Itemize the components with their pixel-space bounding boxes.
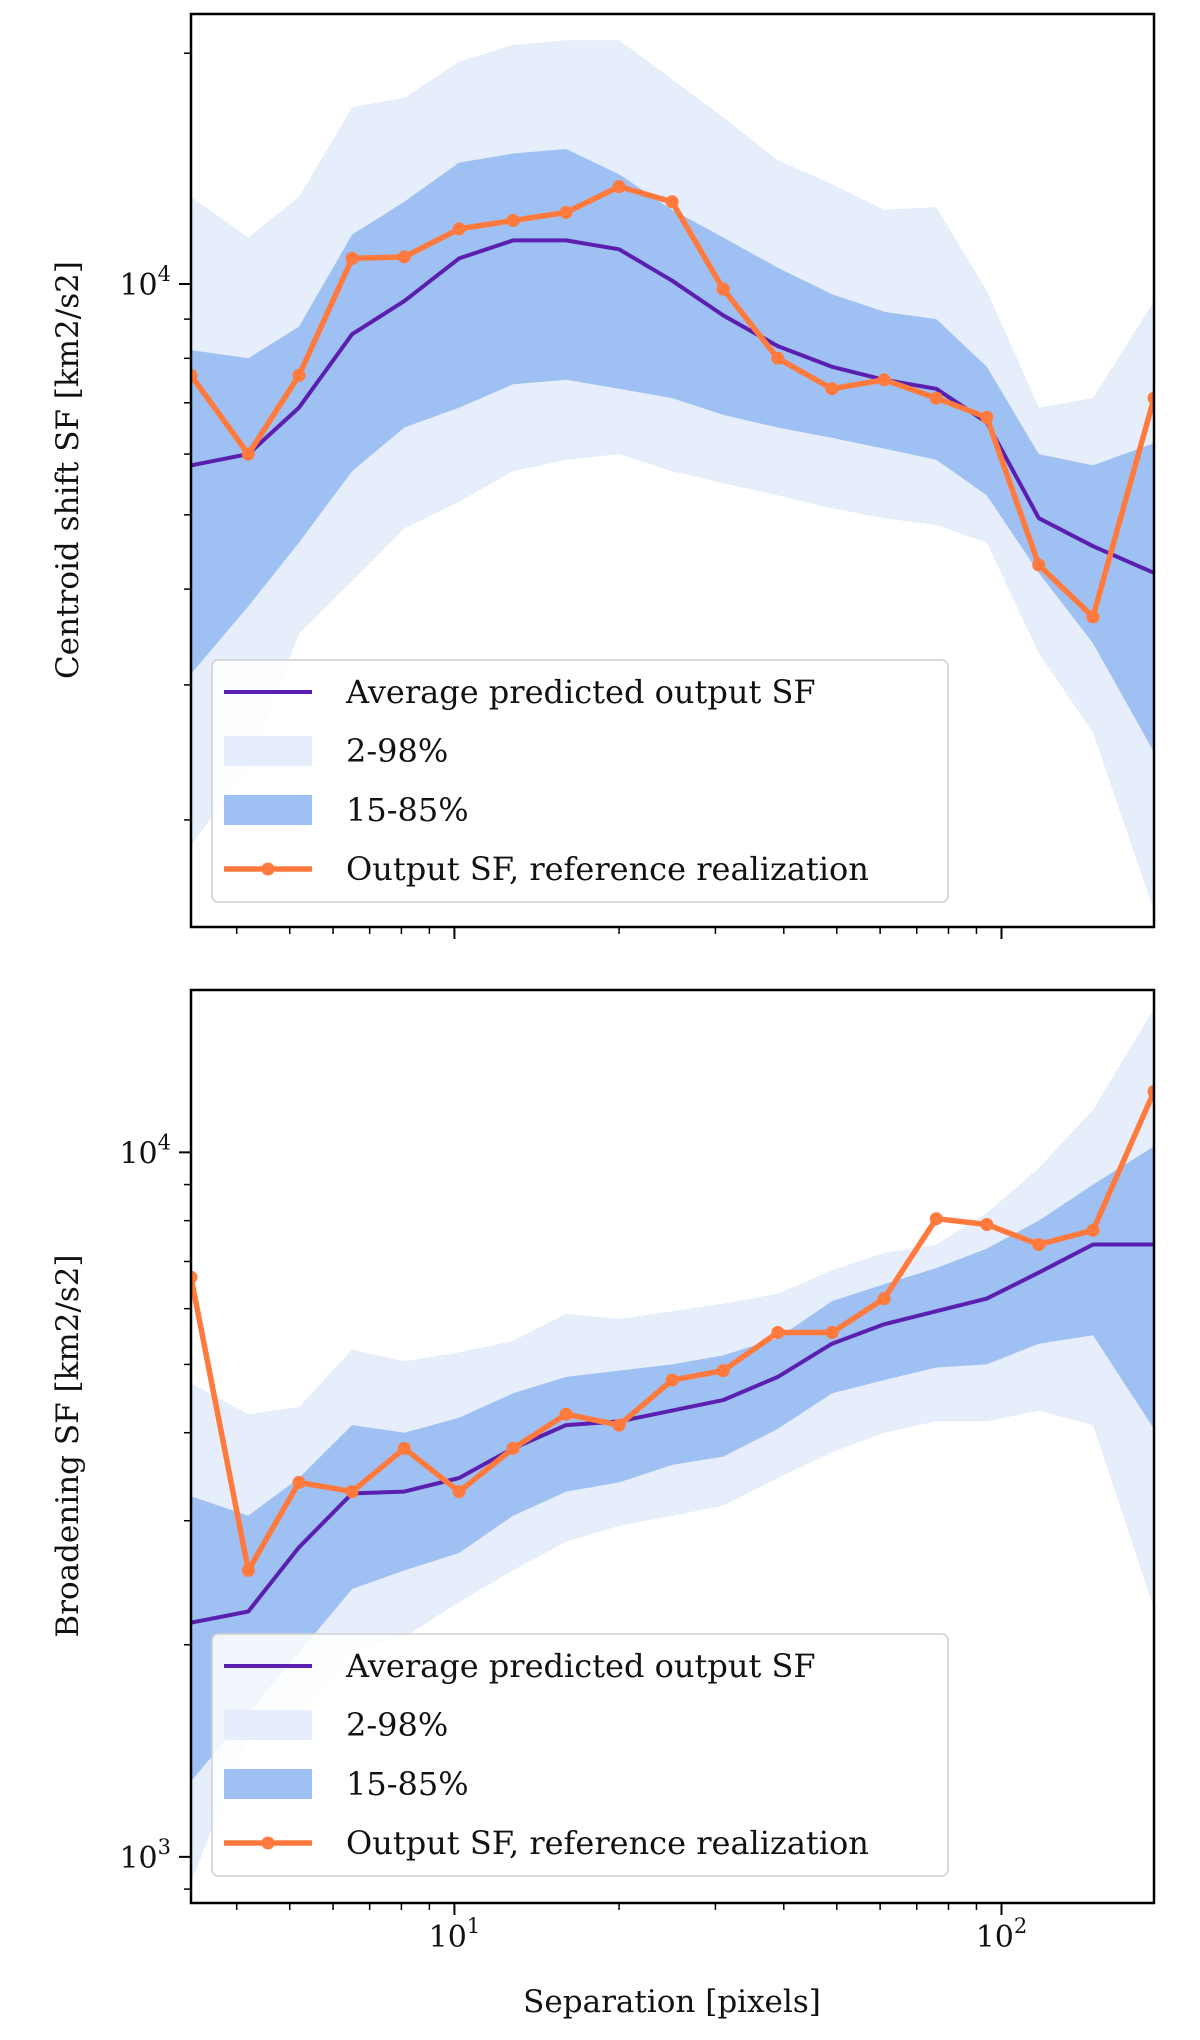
x-axis-label: Separation [pixels] [523, 1984, 821, 2020]
reference-point [980, 1218, 994, 1231]
legend-swatch-2-98 [224, 736, 312, 766]
reference-point [1147, 391, 1154, 405]
reference-point [665, 195, 679, 209]
broadening-ticks: 101 102 103 104 [119, 1130, 1027, 1955]
legend-label: 2-98% [346, 732, 448, 770]
y-tick-label: 104 [119, 262, 171, 303]
legend-swatch-reference-marker [261, 862, 275, 876]
reference-point [980, 410, 994, 424]
broadening-legend: Average predicted output SF 2-98% 15-85% Ou… [211, 1633, 949, 1877]
reference-point [612, 1418, 626, 1432]
reference-point [771, 351, 785, 365]
reference-point [771, 1326, 785, 1339]
reference-point [191, 368, 198, 382]
x-tick-label: 102 [976, 1914, 1028, 1955]
reference-point [1086, 610, 1100, 624]
legend-swatch-reference-marker [261, 1836, 275, 1850]
reference-point [1032, 558, 1046, 572]
legend-label: 2-98% [346, 1706, 448, 1744]
centroid-ticks: 104 [119, 52, 1003, 939]
broadening-plot-area [191, 1008, 1154, 1883]
reference-point [345, 1485, 359, 1499]
reference-point [191, 1270, 198, 1284]
legend-swatch-15-85 [224, 1769, 312, 1799]
broadening-chart: 101 102 103 104 Broadening SF [km2/s2] Sepa… [50, 988, 1156, 2020]
centroid-axes-frame [189, 12, 1156, 929]
reference-point [929, 1212, 943, 1226]
broadening-axes-frame [189, 988, 1156, 1905]
reference-point [929, 391, 943, 405]
legend-box [211, 659, 949, 903]
reference-point [345, 251, 359, 265]
reference-point [397, 1441, 411, 1455]
reference-point [877, 373, 891, 387]
reference-point [292, 1475, 306, 1489]
y-tick-label: 103 [119, 1835, 171, 1876]
centroid-legend: Average predicted output SF 2-98% 15-85% Ou… [211, 659, 949, 903]
reference-point [825, 382, 839, 396]
reference-point [825, 1326, 839, 1339]
legend-label: 15-85% [346, 791, 469, 829]
reference-point [665, 1373, 679, 1387]
reference-point [716, 282, 730, 296]
centroid-y-axis-label: Centroid shift SF [km2/s2] [50, 261, 86, 679]
band-15-85 [191, 1146, 1154, 1782]
reference-point [397, 250, 411, 264]
legend-swatch-15-85 [224, 795, 312, 825]
reference-point [506, 1441, 520, 1455]
reference-point [292, 368, 306, 382]
centroid-plot-area [191, 40, 1154, 912]
legend-label: Average predicted output SF [345, 673, 816, 711]
y-tick-label: 104 [119, 1130, 171, 1171]
reference-point [877, 1292, 891, 1306]
reference-point [559, 1407, 573, 1421]
reference-point [452, 1485, 466, 1499]
legend-label: 15-85% [346, 1765, 469, 1803]
reference-point [1032, 1238, 1046, 1251]
reference-point [506, 214, 520, 227]
reference-point [241, 447, 255, 461]
reference-point [241, 1563, 255, 1577]
legend-label: Average predicted output SF [345, 1647, 816, 1685]
band-15-85 [191, 149, 1154, 753]
reference-point [1147, 1085, 1154, 1098]
x-tick-label: 101 [429, 1914, 481, 1955]
reference-point [452, 222, 466, 236]
legend-box [211, 1633, 949, 1877]
broadening-y-axis-label: Broadening SF [km2/s2] [50, 1254, 86, 1637]
reference-point [559, 205, 573, 219]
reference-point [716, 1364, 730, 1378]
legend-label: Output SF, reference realization [346, 850, 869, 888]
centroid-shift-chart: 104 Centroid shift SF [km2/s2] Average p… [50, 12, 1156, 939]
reference-point [612, 180, 626, 194]
reference-point [1086, 1223, 1100, 1237]
legend-swatch-2-98 [224, 1710, 312, 1740]
legend-label: Output SF, reference realization [346, 1824, 869, 1862]
